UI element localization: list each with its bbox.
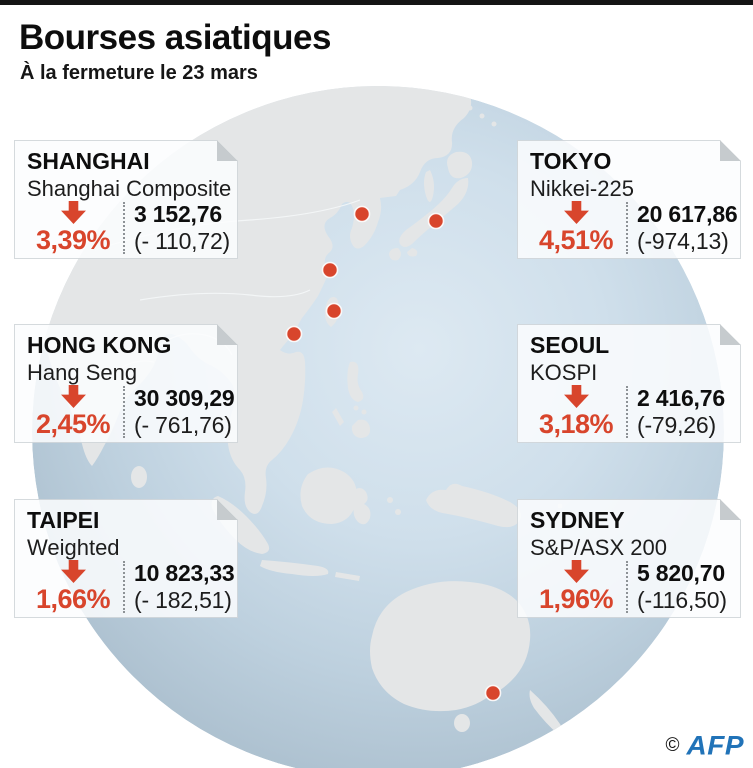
island-hainan [264,351,276,363]
down-arrow-icon [60,201,86,224]
market-index-name: S&P/ASX 200 [530,535,667,560]
market-change-percent: 2,45% [35,409,111,439]
island-tasmania [454,714,470,732]
island-speck [479,113,485,119]
island-kyushu [389,248,401,261]
city-marker-shanghai [321,261,339,279]
market-change-absolute: (-116,50) [637,586,727,613]
market-card-sydney: SYDNEY S&P/ASX 200 1,96% 5 820,70 (-116,… [517,499,741,618]
dotted-divider [123,561,125,613]
market-stats: 1,66% 10 823,33 (- 182,51) [26,560,235,614]
city-marker-sydney [484,684,502,702]
island-new-guinea [426,483,521,528]
island-sri-lanka [131,466,147,488]
island-speck [353,405,359,411]
market-change-absolute: (- 110,72) [134,227,231,254]
market-city: TAIPEI [27,507,100,533]
market-close-value: 5 820,70 [637,560,725,586]
market-city: SHANGHAI [27,148,150,174]
page-subtitle: À la fermeture le 23 mars [20,62,258,84]
market-change-absolute: (-79,26) [637,411,716,438]
dotted-divider [626,386,628,438]
island-speck [387,497,393,503]
market-index-name: Nikkei-225 [530,176,634,201]
market-stats: 2,45% 30 309,29 (- 761,76) [26,385,235,439]
market-stats: 3,18% 2 416,76 (-79,26) [529,385,725,439]
island-speck [361,409,367,415]
market-card-taipei: TAIPEI Weighted 1,66% 10 823,33 (- 182,5… [14,499,238,618]
market-close-value: 3 152,76 [134,201,222,227]
city-marker-seoul [353,205,371,223]
market-index-name: Shanghai Composite [27,176,232,201]
landmass-australia [370,581,531,712]
down-arrow-icon [563,385,589,408]
down-arrow-icon [60,385,86,408]
dotted-divider [123,386,125,438]
market-city: SEOUL [530,332,610,358]
island-speck [467,105,473,111]
market-change-percent: 3,39% [35,225,111,255]
island-sulawesi [350,488,371,525]
island-honshu [399,178,469,247]
island-speck [491,121,497,127]
market-stats: 4,51% 20 617,86 (-974,13) [529,201,738,255]
market-card-tokyo: TOKYO Nikkei-225 4,51% 20 617,86 (-974,1… [517,140,741,259]
market-change-percent: 3,18% [538,409,614,439]
market-card-seoul: SEOUL KOSPI 3,18% 2 416,76 (-79,26) [517,324,741,443]
market-change-percent: 1,96% [538,584,614,614]
market-stats: 3,39% 3 152,76 (- 110,72) [26,201,231,255]
island-luzon [347,361,364,402]
island-borneo [300,467,357,524]
city-marker-hongkong [285,325,303,343]
dotted-divider [123,202,125,254]
island-new-zealand [529,690,563,734]
dotted-divider [626,202,628,254]
market-index-name: KOSPI [530,360,598,385]
market-close-value: 20 617,86 [637,201,738,227]
afp-logo: AFP [686,730,744,761]
market-index-name: Weighted [27,535,120,560]
island-hokkaido [447,151,473,179]
city-marker-tokyo [427,212,445,230]
down-arrow-icon [60,560,86,583]
market-change-absolute: (- 761,76) [134,411,232,438]
top-accent-bar [0,0,753,5]
market-card-shanghai: SHANGHAI Shanghai Composite 3,39% 3 152,… [14,140,238,259]
market-change-percent: 4,51% [538,225,614,255]
market-stats: 1,96% 5 820,70 (-116,50) [529,560,727,614]
island-mindanao [351,419,371,438]
market-change-percent: 1,66% [35,584,111,614]
island-java [260,560,329,576]
island-sakhalin [424,170,434,202]
island-shikoku [407,248,418,257]
city-marker-taipei [325,302,343,320]
page-title: Bourses asiatiques [19,18,331,57]
copyright-symbol: © [665,735,680,756]
market-change-absolute: (- 182,51) [134,586,232,613]
market-close-value: 2 416,76 [637,385,725,411]
down-arrow-icon [563,560,589,583]
market-card-hongkong: HONG KONG Hang Seng 2,45% 30 309,29 (- 7… [14,324,238,443]
dotted-divider [626,561,628,613]
market-close-value: 30 309,29 [134,385,235,411]
island-lesser-sunda [335,572,360,581]
afp-credit: © AFP [666,730,745,762]
country-border-lines [94,199,361,371]
market-city: HONG KONG [27,332,172,358]
island-speck [395,509,401,515]
market-index-name: Hang Seng [27,360,138,385]
island-palawan [332,408,344,426]
down-arrow-icon [563,201,589,224]
market-city: TOKYO [530,148,612,174]
market-close-value: 10 823,33 [134,560,235,586]
market-change-absolute: (-974,13) [637,227,729,254]
market-city: SYDNEY [530,507,625,533]
